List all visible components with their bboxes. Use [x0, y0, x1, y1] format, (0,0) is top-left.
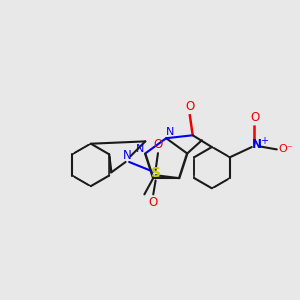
Text: O: O	[250, 111, 259, 124]
Text: O: O	[148, 196, 158, 209]
Text: N: N	[166, 127, 174, 137]
Text: S: S	[151, 167, 160, 181]
Text: O: O	[185, 100, 194, 113]
Text: N: N	[252, 138, 262, 151]
Text: O⁻: O⁻	[278, 144, 293, 154]
Text: O: O	[153, 138, 163, 152]
Text: N: N	[136, 144, 144, 154]
Text: +: +	[260, 136, 268, 146]
Text: N: N	[122, 149, 131, 162]
